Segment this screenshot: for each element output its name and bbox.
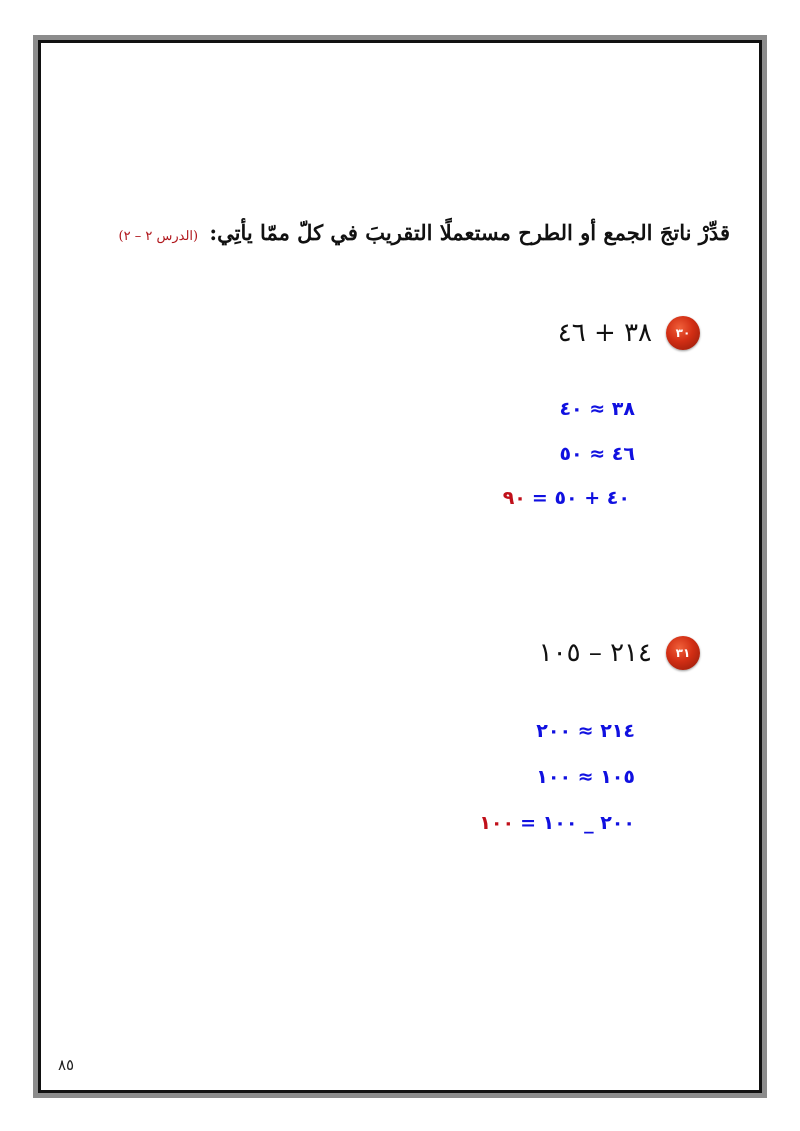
problem-expression: ٢١٤ – ١٠٥ (538, 638, 652, 668)
step-result: ١٠٠ (479, 812, 515, 834)
step-result: ٩٠ (502, 487, 526, 509)
problem-number-badge: ٣٠ (666, 316, 700, 350)
step-text: ٢١٤ ≈ ٢٠٠ (536, 720, 635, 742)
solution-step: ٢٠٠ _ ١٠٠ = ١٠٠ (479, 812, 635, 834)
problem-31: ٣١ ٢١٤ – ١٠٥ (539, 636, 700, 670)
problem-expression: ٣٨ + ٤٦ (557, 318, 652, 348)
step-text: ٣٨ ≈ ٤٠ (559, 398, 635, 420)
step-text: ١٠٥ ≈ ١٠٠ (536, 766, 635, 788)
step-text: ٤٦ ≈ ٥٠ (559, 443, 635, 465)
page-number: ٨٥ (58, 1056, 75, 1074)
solution-step: ٤٠ + ٥٠ = ٩٠ (503, 487, 630, 509)
page-frame-inner (38, 40, 762, 1093)
solution-step: ٣٨ ≈ ٤٠ (559, 398, 635, 420)
solution-step: ١٠٥ ≈ ١٠٠ (536, 766, 635, 788)
instruction-text: قدِّرْ ناتجَ الجمع أو الطرح مستعملًا الت… (209, 220, 730, 245)
step-text: ٤٠ + ٥٠ = (531, 487, 630, 509)
instruction: قدِّرْ ناتجَ الجمع أو الطرح مستعملًا الت… (119, 220, 730, 245)
problem-30: ٣٠ ٣٨ + ٤٦ (558, 316, 700, 350)
solution-step: ٢١٤ ≈ ٢٠٠ (536, 720, 635, 742)
step-text: ٢٠٠ _ ١٠٠ = (520, 812, 635, 834)
solution-step: ٤٦ ≈ ٥٠ (559, 443, 635, 465)
page-frame (33, 35, 767, 1098)
problem-number-badge: ٣١ (666, 636, 700, 670)
lesson-reference: (الدرس ٢ – ٢) (118, 229, 199, 244)
